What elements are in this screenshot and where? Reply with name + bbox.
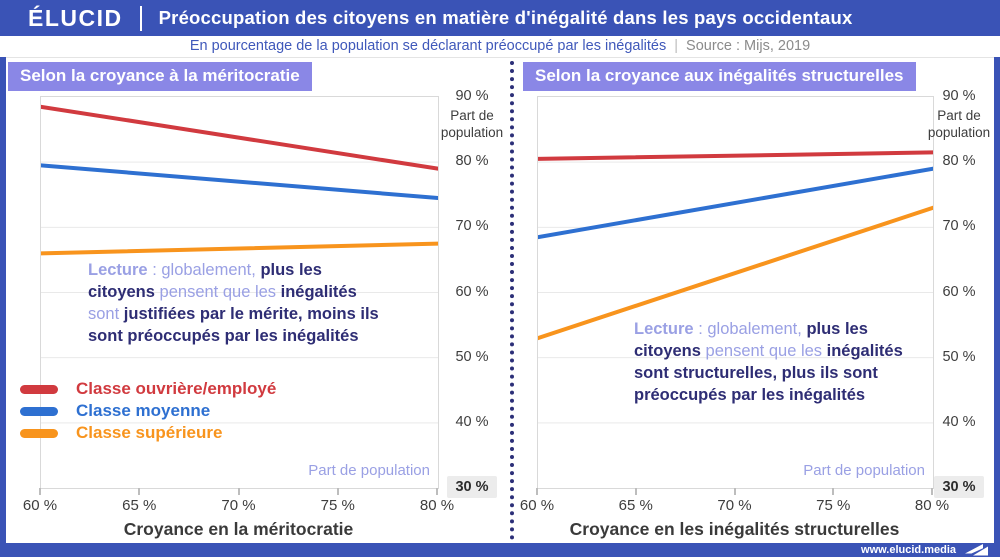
right-page-border xyxy=(994,57,1000,543)
footer-url: www.elucid.media xyxy=(861,544,956,556)
legend-label: Classe moyenne xyxy=(76,401,211,420)
y-tick-label: 70 % xyxy=(455,218,489,235)
x-tick-mark xyxy=(536,488,538,495)
series-line xyxy=(41,104,438,171)
x-axis-title: Croyance en la méritocratie xyxy=(123,519,354,539)
y-axis-labels: Part de population 90 % 80 % 70 % 60 % 50 % 4… xyxy=(920,60,998,546)
x-tick-mark xyxy=(832,488,835,495)
y-tick-label: 90 % xyxy=(942,88,976,104)
y-tick-label: 80 % xyxy=(942,153,976,170)
subtitle-text: En pourcentage de la population se décla… xyxy=(189,38,667,54)
subtitle-bar: En pourcentage de la population se décla… xyxy=(0,36,1000,58)
lecture-segment: justifiées par le mérite, moins ils sont… xyxy=(88,305,379,346)
x-tick-mark xyxy=(39,488,41,495)
logo-divider xyxy=(139,5,142,31)
brand-logo: ÉLUCID xyxy=(28,4,123,31)
y-axis-title: Part de population xyxy=(440,108,504,140)
y-tick-label: 50 % xyxy=(942,348,976,365)
inner-y-axis-label: Part de population xyxy=(803,462,925,479)
x-tick-mark xyxy=(634,488,637,495)
lecture-segment: plus les citoyens xyxy=(634,320,868,361)
x-tick-label: 75 % xyxy=(320,497,355,514)
subtitle-source: Source : Mijs, 2019 xyxy=(686,38,811,54)
x-tick-mark xyxy=(336,488,339,495)
panel-meritocracy: Selon la croyance à la méritocratie Part… xyxy=(0,60,512,546)
panel-divider xyxy=(510,61,514,540)
page-title: Préoccupation des citoyens en matière d'… xyxy=(158,7,853,28)
y-tick-label: 30 % xyxy=(920,476,998,498)
y-tick-label: 40 % xyxy=(942,413,976,430)
chart-canvas xyxy=(41,104,438,424)
subtitle-separator: | xyxy=(674,38,679,54)
inner-y-axis-label: Part de population xyxy=(308,462,430,479)
x-tick-label: 60 % xyxy=(22,497,58,514)
legend-item: Classe moyenne xyxy=(20,400,276,422)
x-tick-mark xyxy=(931,488,933,495)
chart-canvas xyxy=(538,150,933,424)
panel-structural-inequality: Selon la croyance aux inégalités structu… xyxy=(514,60,996,546)
lecture-segment: : globalement, xyxy=(693,320,807,338)
legend-item: Classe supérieure xyxy=(20,422,276,444)
plot-area: Part de population xyxy=(537,96,934,489)
lecture-segment: inégalités sont structurelles, plus ils … xyxy=(634,342,903,405)
lecture-segment: Lecture xyxy=(634,320,694,338)
lecture-annotation: Lecture : globalement, plus les citoyens… xyxy=(634,318,930,406)
x-axis-ticks: 60 % 65 % 70 % 75 % 80 % xyxy=(23,488,454,520)
y-axis-title: Part de population xyxy=(927,108,991,140)
lecture-segment: : globalement, xyxy=(147,261,261,279)
lecture-segment: pensent que les xyxy=(700,342,827,361)
elucid-mark-icon xyxy=(965,544,988,556)
x-tick-label: 70 % xyxy=(717,497,752,514)
plot-area: Part de population xyxy=(40,96,439,489)
legend: Classe ouvrière/employé Classe moyenne Cla… xyxy=(20,378,276,444)
series-line xyxy=(538,150,933,161)
panel-title-badge: Selon la croyance aux inégalités structu… xyxy=(523,62,916,91)
x-tick-mark xyxy=(237,488,240,495)
x-tick-label: 60 % xyxy=(519,497,555,514)
x-tick-label: 65 % xyxy=(122,497,157,514)
series-line xyxy=(41,241,438,256)
lecture-segment: sont xyxy=(88,305,124,324)
y-tick-label: 80 % xyxy=(455,153,489,170)
y-tick-label: 30 % xyxy=(433,476,511,498)
series-line xyxy=(538,205,933,341)
series-line xyxy=(538,166,933,240)
left-page-border xyxy=(0,57,6,543)
x-tick-mark xyxy=(733,488,736,495)
lecture-segment: pensent que les xyxy=(154,283,281,302)
y-tick-label: 50 % xyxy=(455,348,489,365)
header-bar: ÉLUCID Préoccupation des citoyens en mat… xyxy=(0,0,1000,36)
lecture-annotation: Lecture : globalement, plus les citoyens… xyxy=(88,259,392,347)
lecture-segment: inégalités xyxy=(280,283,357,302)
x-tick-label: 75 % xyxy=(816,497,851,514)
series-line xyxy=(41,163,438,200)
x-tick-mark xyxy=(138,488,141,495)
legend-item: Classe ouvrière/employé xyxy=(20,378,276,400)
legend-swatch xyxy=(20,384,58,394)
x-axis-title: Croyance en les inégalités structurelles xyxy=(569,519,900,539)
x-tick-label: 70 % xyxy=(221,497,256,514)
x-tick-label: 65 % xyxy=(618,497,653,514)
y-tick-label: 40 % xyxy=(455,413,489,430)
y-tick-label: 60 % xyxy=(942,283,976,300)
x-tick-mark xyxy=(436,488,438,495)
y-tick-label: 70 % xyxy=(942,218,976,235)
y-tick-label: 90 % xyxy=(455,88,489,104)
panel-title-badge: Selon la croyance à la méritocratie xyxy=(8,62,312,91)
lecture-segment: plus les citoyens xyxy=(88,261,322,302)
lecture-segment: Lecture xyxy=(88,261,148,279)
legend-label: Classe ouvrière/employé xyxy=(76,379,277,398)
x-tick-label: 80 % xyxy=(914,497,950,514)
y-axis-labels: Part de population 90 % 80 % 70 % 60 % 50 % 4… xyxy=(433,60,511,546)
footer-bar: www.elucid.media xyxy=(0,543,1000,557)
x-tick-label: 80 % xyxy=(419,497,455,514)
legend-swatch xyxy=(20,428,58,438)
legend-swatch xyxy=(20,406,58,416)
legend-label: Classe supérieure xyxy=(76,423,223,442)
y-tick-label: 60 % xyxy=(455,283,489,300)
x-axis-ticks: 60 % 65 % 70 % 75 % 80 % xyxy=(520,488,949,520)
